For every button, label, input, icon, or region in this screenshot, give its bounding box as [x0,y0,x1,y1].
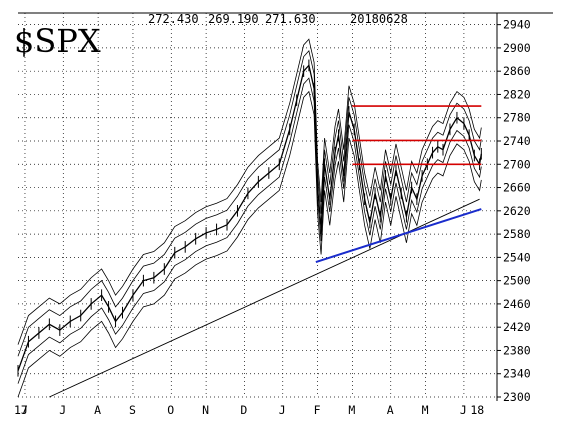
y-tick-label-3: 2420 [503,320,531,334]
y-tick-label-0: 2300 [503,390,531,404]
resistance-lines-layer [352,105,482,166]
x-tick-labels: 17J J A S O N D J F M A M J 18 [14,403,484,417]
y-tick-label-15: 2900 [503,41,531,55]
header-date: 20180628 [350,12,408,26]
lower-band-outer [17,90,482,398]
x-tick-label-14: 18 [470,403,484,417]
x-tick-label-7: D [240,403,247,417]
x-tick-label-1: J [21,403,28,417]
moving-average-layer [49,198,480,398]
upper-band-inner [17,49,482,357]
y-tick-label-6: 2540 [503,250,531,264]
support-trendline [315,208,482,263]
y-tick-label-14: 2860 [503,64,531,78]
price-layer [17,38,482,398]
x-tick-label-5: O [167,403,174,417]
x-tick-label-8: J [279,403,286,417]
moving-average-line [49,198,480,398]
x-tick-label-13: J [460,403,467,417]
y-tick-label-11: 2740 [503,134,531,148]
frame-layer [18,12,553,401]
y-tick-label-9: 2660 [503,181,531,195]
y-tick-labels: 2300 2340 2380 2420 2460 2500 2540 2580 2620 2660… [503,18,531,404]
y-tick-label-16: 2940 [503,18,531,32]
grid-layer [18,13,497,398]
x-tick-label-2: J [59,403,66,417]
upper-band-outer [17,38,482,345]
y-tick-label-1: 2340 [503,367,531,381]
x-tick-label-9: F [314,403,321,417]
x-tick-label-11: A [387,403,394,417]
header-value-3: 271.630 [265,12,316,26]
y-tick-label-7: 2580 [503,227,531,241]
header-value-1: 272.430 [148,12,199,26]
y-tick-label-2: 2380 [503,343,531,357]
x-tick-label-12: M [422,403,429,417]
y-tick-label-8: 2620 [503,204,531,218]
y-tick-label-5: 2500 [503,274,531,288]
trendline-layer [315,208,482,263]
y-tick-label-12: 2780 [503,111,531,125]
x-tick-label-10: M [348,403,355,417]
x-tick-label-6: N [202,403,209,417]
x-tick-label-0: 17 [14,403,28,417]
y-tick-label-13: 2820 [503,87,531,101]
chart-title: $SPX [14,22,101,60]
x-tick-label-4: S [129,403,136,417]
y-tick-label-10: 2700 [503,157,531,171]
lower-band-inner [17,77,482,384]
header-value-2: 269.190 [208,12,259,26]
x-tick-label-3: A [94,403,101,417]
y-tick-label-4: 2460 [503,297,531,311]
